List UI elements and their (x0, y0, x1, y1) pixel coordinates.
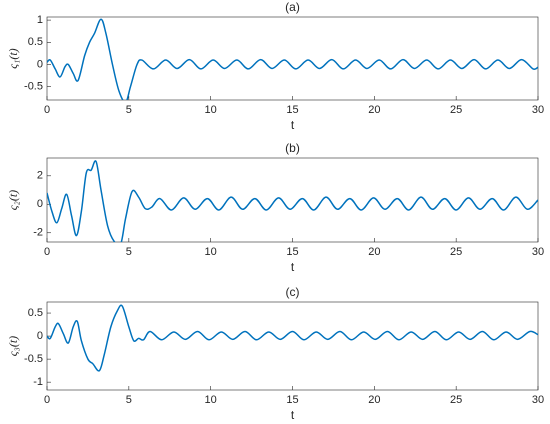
y-tick-label: -1 (33, 376, 43, 388)
line (47, 160, 538, 242)
x-axis-label: t (291, 118, 295, 132)
x-tick-label: 15 (286, 394, 298, 406)
x-tick-label: 10 (205, 104, 217, 116)
y-tick-label: -0.5 (24, 353, 43, 365)
axes-box (46, 301, 539, 391)
x-tick-label: 30 (532, 246, 544, 258)
y-axis-label: ς₃(t) (6, 336, 20, 356)
subplot-title: (c) (286, 285, 300, 299)
x-tick-label: 20 (368, 104, 380, 116)
y-tick-label: -2 (33, 227, 43, 239)
y-tick-label: 0.5 (28, 36, 43, 48)
y-axis-label: ς₂(t) (6, 190, 20, 210)
y-tick-label: 0.5 (28, 307, 43, 319)
x-tick-label: 10 (205, 394, 217, 406)
x-tick-label: 15 (286, 246, 298, 258)
y-tick-label: -0.5 (24, 81, 43, 93)
x-tick-label: 20 (368, 394, 380, 406)
x-tick-label: 25 (450, 246, 462, 258)
y-tick-label: 0 (37, 330, 43, 342)
x-tick-label: 0 (44, 104, 50, 116)
axes-box (46, 16, 539, 101)
line (47, 304, 538, 372)
x-tick-label: 30 (532, 394, 544, 406)
y-tick-label: 2 (37, 170, 43, 182)
x-tick-label: 0 (44, 394, 50, 406)
x-axis-label: t (291, 260, 295, 274)
x-tick-label: 15 (286, 104, 298, 116)
y-tick-label: 1 (37, 14, 43, 26)
x-tick-label: 20 (368, 246, 380, 258)
x-tick-label: 5 (126, 394, 132, 406)
x-tick-label: 25 (450, 394, 462, 406)
line (47, 18, 538, 100)
axes-box (46, 157, 539, 243)
x-axis-label: t (291, 408, 295, 422)
x-tick-label: 10 (205, 246, 217, 258)
subplot-title: (b) (285, 141, 300, 155)
y-tick-label: 0 (37, 58, 43, 70)
y-tick-label: 0 (37, 198, 43, 210)
x-tick-label: 0 (44, 246, 50, 258)
x-tick-label: 25 (450, 104, 462, 116)
subplot-title: (a) (285, 0, 300, 14)
x-tick-label: 5 (126, 246, 132, 258)
x-tick-label: 5 (126, 104, 132, 116)
y-axis-label: ς₁(t) (6, 48, 20, 68)
x-tick-label: 30 (532, 104, 544, 116)
